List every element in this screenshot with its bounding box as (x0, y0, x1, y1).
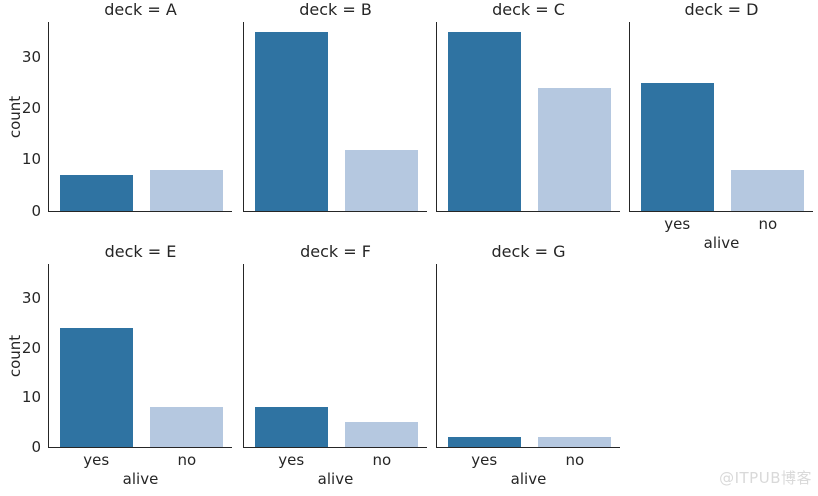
bar-no (538, 88, 612, 211)
x-tick-label: no (177, 451, 197, 469)
x-tick-label: no (372, 451, 392, 469)
x-axis-label: alive (317, 470, 354, 488)
facet-title: deck = F (300, 242, 371, 261)
bar-no (345, 149, 419, 211)
bar-yes (254, 407, 328, 447)
x-axis-label: alive (122, 470, 159, 488)
bar-yes (640, 83, 714, 211)
facet-title: deck = A (104, 0, 177, 19)
bar-no (150, 407, 224, 447)
y-tick-label: 20 (21, 99, 41, 118)
x-tick-label: yes (471, 451, 498, 469)
facet-title: deck = G (491, 242, 566, 261)
facet-title: deck = D (684, 0, 759, 19)
y-tick-label: 10 (21, 150, 41, 169)
x-axis-label: alive (703, 234, 740, 252)
y-axis-label: count (6, 264, 25, 447)
facet-panel: deck = A 0 10 20 30 count (6, 1, 232, 218)
y-tick-label: 0 (31, 201, 41, 220)
facet-panel: deck = E 0 10 20 30 count yes no alive (6, 243, 232, 487)
y-tick-label: 10 (21, 388, 41, 406)
y-axis-label-text: count (6, 334, 25, 377)
x-axis-label: alive (510, 470, 547, 488)
bar-no (731, 170, 805, 211)
bar-yes (447, 32, 521, 211)
x-tick-label: no (758, 215, 778, 233)
bar-no (345, 422, 419, 447)
facet-title: deck = E (104, 242, 177, 261)
y-tick-label: 20 (21, 338, 41, 357)
facet-panel: deck = F yes no alive (243, 243, 427, 487)
bar-yes (59, 175, 133, 211)
x-tick-label: yes (664, 215, 691, 233)
facet-panel: deck = D yes no alive (629, 1, 813, 251)
x-tick-label: no (565, 451, 585, 469)
facet-panel: deck = B (243, 1, 427, 212)
bar-yes (254, 32, 328, 211)
facet-panel: deck = G yes no alive (436, 243, 620, 487)
bar-yes (59, 328, 133, 447)
facet-title: deck = C (492, 0, 565, 19)
y-tick-label: 30 (21, 48, 41, 67)
facet-panel: deck = C (436, 1, 620, 212)
y-axis-label-text: count (6, 95, 25, 138)
bar-no (538, 437, 612, 447)
x-tick-label: yes (83, 451, 110, 469)
bar-yes (447, 437, 521, 447)
bar-no (150, 170, 224, 211)
y-tick-label: 0 (31, 437, 41, 456)
y-axis-label: count (6, 22, 25, 211)
watermark: @ITPUB博客 (719, 469, 812, 487)
y-tick-label: 30 (21, 289, 41, 308)
x-tick-label: yes (278, 451, 305, 469)
facet-title: deck = B (299, 0, 372, 19)
